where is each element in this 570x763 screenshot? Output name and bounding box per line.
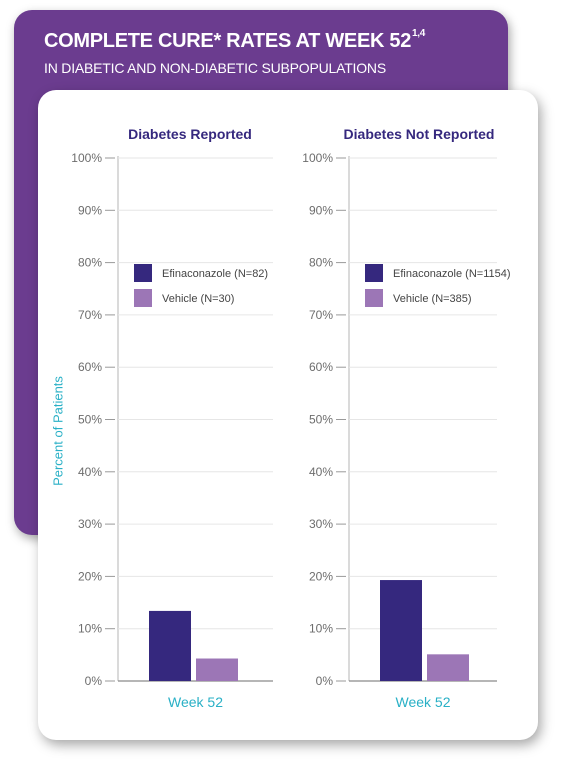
legend-swatch [134, 264, 152, 282]
legend-swatch [134, 289, 152, 307]
y-tick-label: 80% [78, 256, 102, 270]
y-tick-label: 100% [71, 151, 102, 165]
y-tick-label: 20% [78, 569, 102, 583]
y-tick-label: 20% [309, 569, 333, 583]
x-category-label: Week 52 [168, 694, 223, 710]
bar [380, 580, 422, 681]
y-tick-label: 30% [309, 517, 333, 531]
y-tick-label: 40% [309, 465, 333, 479]
legend-label: Vehicle (N=30) [162, 293, 234, 305]
legend-label: Vehicle (N=385) [393, 293, 472, 305]
panel-title: Diabetes Reported [128, 126, 252, 142]
y-tick-label: 60% [78, 360, 102, 374]
page-subtitle: IN DIABETIC AND NON-DIABETIC SUBPOPULATI… [44, 60, 386, 76]
y-tick-label: 50% [78, 413, 102, 427]
y-tick-label: 90% [309, 203, 333, 217]
panel-title: Diabetes Not Reported [344, 126, 495, 142]
y-tick-label: 10% [78, 622, 102, 636]
x-category-label: Week 52 [396, 694, 451, 710]
title-text: COMPLETE CURE* RATES AT WEEK 52 [44, 30, 412, 52]
page-title: COMPLETE CURE* RATES AT WEEK 521,4 [44, 28, 426, 53]
legend-label: Efinaconazole (N=82) [162, 268, 268, 280]
legend-swatch [365, 289, 383, 307]
title-reference: 1,4 [412, 28, 426, 39]
y-tick-label: 80% [309, 256, 333, 270]
y-tick-label: 10% [309, 622, 333, 636]
y-tick-label: 30% [78, 517, 102, 531]
y-tick-label: 100% [302, 151, 333, 165]
y-tick-label: 0% [316, 674, 334, 688]
y-tick-label: 70% [78, 308, 102, 322]
legend-swatch [365, 264, 383, 282]
y-tick-label: 40% [78, 465, 102, 479]
y-tick-label: 0% [85, 674, 103, 688]
bar [427, 654, 469, 681]
legend-label: Efinaconazole (N=1154) [393, 268, 511, 280]
y-axis-title: Percent of Patients [50, 376, 66, 486]
bar [149, 610, 191, 681]
y-tick-label: 70% [309, 308, 333, 322]
y-tick-label: 60% [309, 360, 333, 374]
y-tick-label: 50% [309, 413, 333, 427]
y-tick-label: 90% [78, 203, 102, 217]
bar [196, 658, 238, 681]
chart-card [38, 90, 538, 740]
